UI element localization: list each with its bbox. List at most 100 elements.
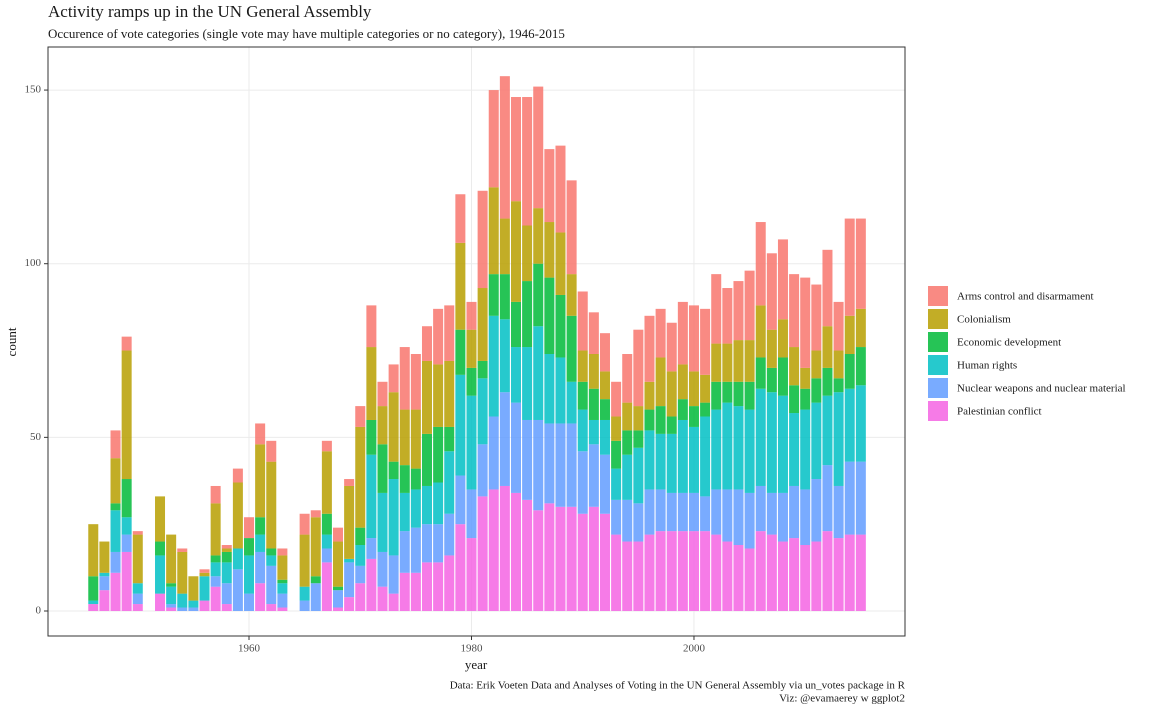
bar [566,423,577,507]
bar [88,576,99,601]
bar [555,506,566,611]
bar [633,406,644,431]
bar [455,524,466,611]
bar [622,402,633,431]
bar [99,541,110,573]
bar [544,222,555,278]
bar [255,444,266,518]
bar [644,489,655,535]
bar [255,423,266,445]
bar [644,534,655,611]
bar [277,579,288,584]
bar [833,301,844,351]
bar [499,76,510,219]
bar [800,489,811,546]
bar [344,558,355,563]
legend-key [928,355,948,375]
bar [433,308,444,365]
bar [388,461,399,480]
plot-border [47,46,906,637]
bar [355,583,366,611]
bar [321,440,332,452]
bar [599,333,610,372]
bar [577,350,588,382]
bar [733,340,744,382]
bar [655,489,666,532]
bar [666,433,677,493]
bar [688,426,699,493]
bar [577,451,588,514]
bar [110,572,121,611]
bar [477,190,488,289]
bar [688,305,699,372]
bar [588,354,599,389]
bar [177,593,188,608]
bar [855,461,866,535]
bar [366,558,377,611]
bar [666,371,677,417]
bar [232,468,243,483]
bar [688,492,699,532]
bar [488,416,499,490]
bar [811,284,822,351]
bar [321,513,332,535]
bar [566,180,577,275]
bar [177,607,188,611]
bar [321,562,332,611]
bar [588,312,599,355]
bar [777,541,788,611]
bar [244,517,255,539]
bar [132,534,143,584]
bar [388,364,399,393]
bar [399,492,410,532]
bar [677,301,688,365]
bar [377,406,388,445]
bar [588,444,599,507]
bar [277,548,288,556]
bar [132,604,143,611]
bar [811,541,822,611]
legend-label: Arms control and disarmament [957,291,1094,303]
bar [588,388,599,420]
bar [421,360,433,434]
bar [466,367,477,396]
bar [611,440,622,469]
bar [655,531,666,611]
bar [466,301,477,330]
bar [221,604,232,611]
bar [533,208,544,264]
bar [611,416,622,441]
bar [755,305,766,358]
bar [733,281,744,341]
bar [633,430,644,448]
bar [221,583,232,605]
bar [444,426,455,452]
bar [166,583,177,587]
chart-title: Activity ramps up in the UN General Asse… [48,2,372,21]
bar [299,586,310,601]
bar [255,551,266,584]
bar [488,489,499,611]
bar [199,569,210,573]
bar [155,541,166,556]
bar [455,475,466,525]
bar [800,545,811,611]
bar [244,538,255,556]
bar [188,600,199,608]
bar [277,555,288,580]
bar [522,225,533,282]
bar [711,343,722,382]
bar [633,447,644,504]
bar [210,485,221,504]
bar [466,538,477,611]
bar [277,593,288,608]
bar [599,513,610,611]
bar [166,586,177,605]
bar [266,604,277,611]
bar [633,329,644,407]
bar [522,347,533,420]
bar [744,548,755,611]
bar [388,479,399,556]
bar [455,329,466,375]
bar [555,294,566,358]
